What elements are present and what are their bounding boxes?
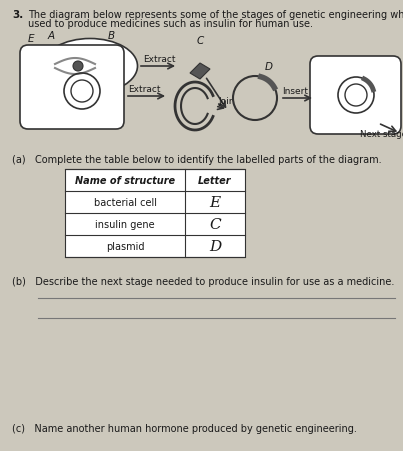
Text: Extract: Extract [143,55,175,64]
Text: The diagram below represents some of the stages of genetic engineering which are: The diagram below represents some of the… [28,10,403,20]
Text: B: B [108,31,115,41]
FancyBboxPatch shape [20,46,124,130]
Text: C: C [196,36,204,46]
FancyBboxPatch shape [310,57,401,135]
Text: insulin gene: insulin gene [95,220,155,230]
Text: plasmid: plasmid [106,241,144,252]
Text: (b)   Describe the next stage needed to produce insulin for use as a medicine.: (b) Describe the next stage needed to pr… [12,276,395,286]
Text: D: D [265,62,273,72]
Text: E: E [28,34,35,44]
Text: Letter: Letter [198,175,232,186]
Text: (a)   Complete the table below to identify the labelled parts of the diagram.: (a) Complete the table below to identify… [12,155,382,165]
Text: used to produce medicines such as insulin for human use.: used to produce medicines such as insuli… [28,19,313,29]
Polygon shape [190,64,210,80]
Text: C: C [209,217,221,231]
Text: bacterial cell: bacterial cell [93,198,156,207]
Text: E: E [210,196,220,210]
Text: D: D [209,239,221,253]
Text: Next stage: Next stage [360,130,403,139]
Text: Insert: Insert [282,87,308,96]
Text: Name of structure: Name of structure [75,175,175,186]
Text: Extract: Extract [128,85,160,94]
Text: A: A [48,31,55,41]
Text: Join: Join [218,97,235,106]
Ellipse shape [42,39,137,94]
Text: 3.: 3. [12,10,23,20]
Text: (c)   Name another human hormone produced by genetic engineering.: (c) Name another human hormone produced … [12,423,357,433]
Bar [65,170,245,258]
Ellipse shape [73,62,83,72]
